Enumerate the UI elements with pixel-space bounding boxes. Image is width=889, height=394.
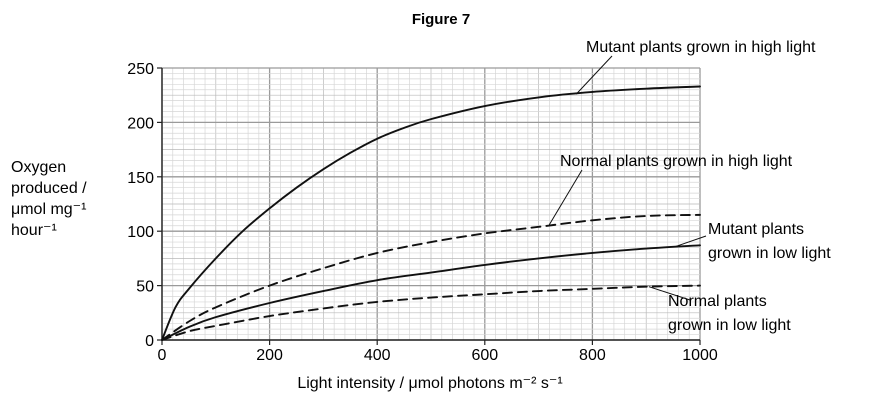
series-lines	[161, 85, 701, 341]
series-line-1	[161, 85, 701, 341]
series-label-4: Normal plants	[668, 293, 767, 310]
chart-title: Figure 7	[412, 11, 470, 28]
y-tick-label: 250	[127, 61, 154, 78]
x-tick-label: 600	[471, 347, 498, 364]
x-tick-label: 0	[158, 347, 167, 364]
series-label-4: grown in low light	[668, 317, 791, 334]
series-line-3	[161, 244, 701, 341]
series-label-1: Mutant plants grown in high light	[586, 39, 816, 56]
y-axis-label-line: produced /	[11, 180, 87, 197]
y-tick-label: 200	[127, 115, 154, 132]
series-label-3: Mutant plants	[708, 221, 804, 238]
y-tick-label: 0	[145, 333, 154, 350]
x-tick-label: 1000	[682, 347, 718, 364]
grid	[161, 67, 701, 341]
x-axis-label: Light intensity / μmol photons m⁻² s⁻¹	[297, 375, 562, 392]
x-tick-label: 800	[579, 347, 606, 364]
leader-line-3	[675, 235, 707, 247]
series-label-3: grown in low light	[708, 245, 831, 262]
x-tick-label: 400	[364, 347, 391, 364]
y-axis-label: Oxygen produced / μmol mg⁻¹ hour⁻¹	[11, 159, 87, 239]
leader-line-2	[548, 169, 583, 225]
series-label-2: Normal plants grown in high light	[560, 153, 793, 170]
leader-line-1	[575, 55, 613, 95]
leader-line-4	[648, 286, 691, 301]
axes: 0 200 400 600 800 1000 0 50 100 150 200 250	[127, 61, 718, 364]
y-tick-label: 150	[127, 170, 154, 187]
x-tick-label: 200	[256, 347, 283, 364]
y-axis-label-line: μmol mg⁻¹	[11, 201, 86, 218]
y-axis-label-line: hour⁻¹	[11, 222, 57, 239]
series-line-4	[161, 284, 701, 341]
y-axis-label-line: Oxygen	[11, 159, 66, 176]
annotations: Mutant plants grown in high light Normal …	[548, 39, 831, 334]
series-line-2	[161, 213, 701, 341]
y-tick-label: 50	[136, 279, 154, 296]
y-tick-label: 100	[127, 224, 154, 241]
